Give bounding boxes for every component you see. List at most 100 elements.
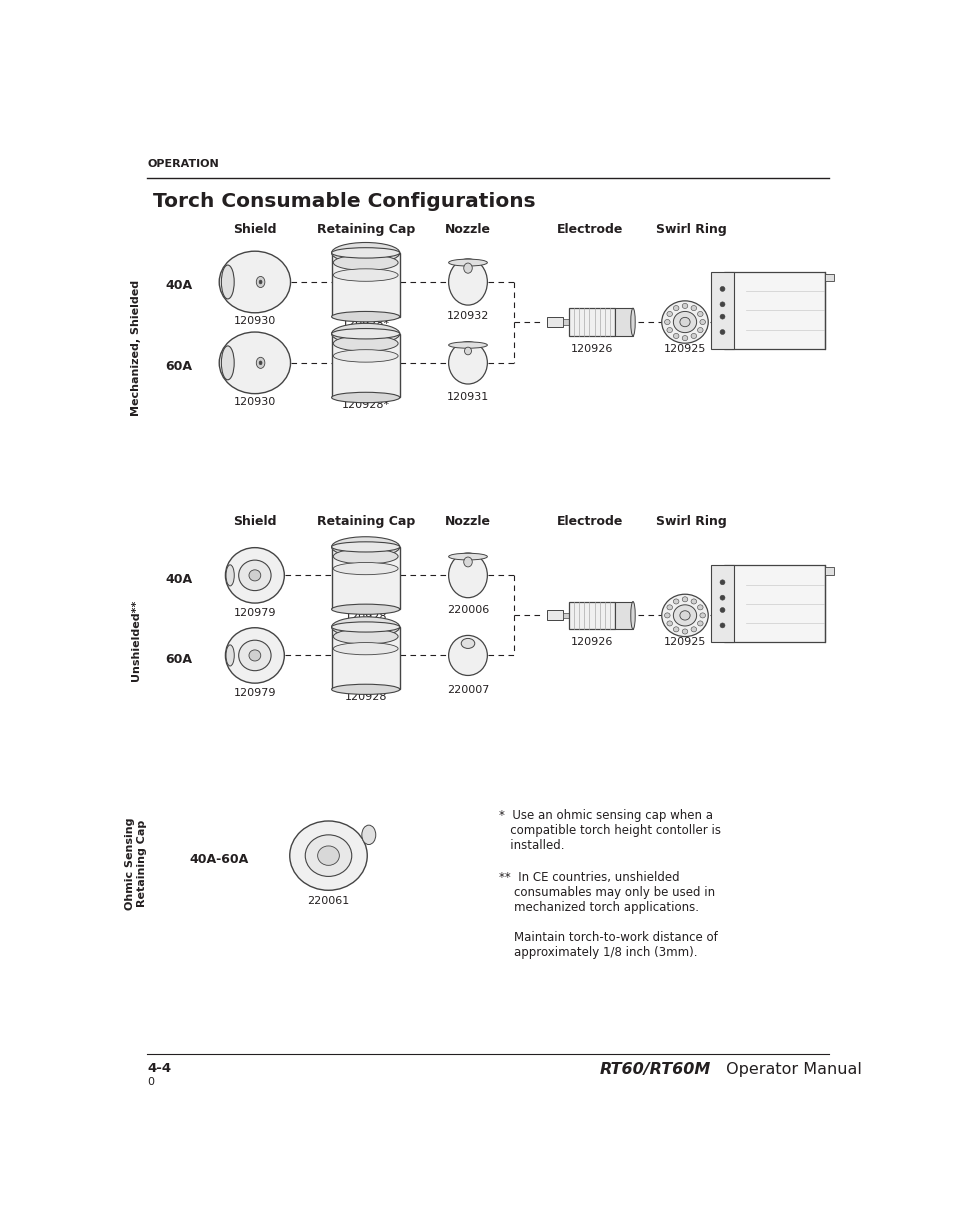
Text: 120926: 120926 [570, 344, 613, 353]
Text: 220007: 220007 [446, 685, 489, 694]
Text: Swirl Ring: Swirl Ring [655, 515, 726, 529]
Ellipse shape [333, 336, 397, 351]
Text: Shield: Shield [233, 515, 276, 529]
Ellipse shape [690, 334, 696, 339]
Bar [563, 612, 568, 618]
Ellipse shape [448, 636, 487, 675]
Ellipse shape [630, 601, 635, 629]
Ellipse shape [700, 612, 704, 618]
Ellipse shape [463, 263, 472, 274]
Ellipse shape [681, 596, 687, 602]
Ellipse shape [332, 324, 399, 344]
Ellipse shape [332, 542, 399, 552]
Ellipse shape [448, 553, 487, 560]
Text: Retaining Cap: Retaining Cap [316, 222, 415, 236]
Ellipse shape [333, 643, 397, 655]
Text: 120930: 120930 [233, 396, 275, 406]
Text: *  Use an ohmic sensing cap when a
   compatible torch height contoller is
   in: * Use an ohmic sensing cap when a compat… [498, 810, 720, 853]
Ellipse shape [720, 314, 724, 319]
Text: Unshielded**: Unshielded** [132, 599, 141, 681]
Text: 120931: 120931 [446, 393, 489, 402]
Ellipse shape [225, 628, 284, 683]
Text: 40A: 40A [166, 280, 193, 292]
Ellipse shape [673, 605, 696, 626]
Text: Electrode: Electrode [557, 222, 623, 236]
Bar [563, 319, 568, 325]
Bar [547, 317, 563, 328]
Ellipse shape [697, 621, 702, 626]
Ellipse shape [720, 607, 724, 612]
Text: 0: 0 [147, 1076, 154, 1087]
Ellipse shape [673, 627, 679, 632]
Ellipse shape [460, 638, 475, 648]
Ellipse shape [679, 611, 689, 620]
Ellipse shape [249, 569, 260, 580]
Ellipse shape [673, 334, 679, 339]
Ellipse shape [681, 303, 687, 308]
Ellipse shape [666, 312, 672, 317]
Ellipse shape [333, 562, 397, 574]
Ellipse shape [332, 685, 399, 694]
Bar [824, 567, 833, 574]
Text: 60A: 60A [166, 653, 193, 666]
Ellipse shape [448, 342, 487, 348]
Ellipse shape [666, 328, 672, 333]
Bar [723, 272, 824, 348]
Text: Swirl Ring: Swirl Ring [655, 222, 726, 236]
Text: 60A: 60A [166, 361, 193, 373]
Ellipse shape [219, 333, 291, 394]
Text: Torch Consumable Configurations: Torch Consumable Configurations [153, 191, 536, 211]
Ellipse shape [238, 640, 271, 671]
Ellipse shape [238, 560, 271, 590]
Bar [615, 601, 633, 629]
Text: 40A: 40A [166, 573, 193, 585]
Ellipse shape [448, 259, 487, 266]
Text: 120928*: 120928* [341, 400, 390, 410]
Bar [332, 547, 399, 610]
Text: 220061: 220061 [307, 896, 349, 906]
Text: 120930: 120930 [233, 315, 275, 326]
Ellipse shape [448, 259, 487, 306]
Bar [711, 272, 733, 348]
Text: **  In CE countries, unshielded
    consumables may only be used in
    mechaniz: ** In CE countries, unshielded consumabl… [498, 871, 717, 960]
Ellipse shape [673, 306, 679, 310]
Ellipse shape [332, 536, 399, 557]
Ellipse shape [332, 243, 399, 264]
Text: Shield: Shield [233, 222, 276, 236]
Ellipse shape [681, 335, 687, 341]
Ellipse shape [720, 286, 724, 291]
Ellipse shape [225, 547, 284, 604]
Ellipse shape [690, 599, 696, 604]
Ellipse shape [661, 594, 707, 637]
Text: 120979: 120979 [233, 688, 275, 698]
Ellipse shape [332, 617, 399, 637]
Ellipse shape [664, 612, 669, 618]
Ellipse shape [448, 553, 487, 598]
Ellipse shape [630, 308, 635, 336]
Ellipse shape [664, 319, 669, 325]
Text: 120932: 120932 [446, 312, 489, 321]
Text: 220006: 220006 [446, 605, 489, 615]
Text: RT60/RT60M: RT60/RT60M [599, 1063, 710, 1077]
Text: Electrode: Electrode [557, 515, 623, 529]
Ellipse shape [290, 821, 367, 891]
Ellipse shape [697, 312, 702, 317]
Bar [332, 253, 399, 317]
Ellipse shape [259, 361, 262, 364]
Bar [568, 308, 615, 336]
Text: Nozzle: Nozzle [444, 222, 491, 236]
Ellipse shape [661, 301, 707, 344]
Ellipse shape [219, 252, 291, 313]
Ellipse shape [332, 393, 399, 402]
Ellipse shape [681, 629, 687, 634]
Ellipse shape [720, 580, 724, 585]
Ellipse shape [332, 312, 399, 321]
Text: Retaining Cap: Retaining Cap [316, 515, 415, 529]
Ellipse shape [700, 319, 704, 325]
Ellipse shape [679, 318, 689, 326]
Ellipse shape [361, 825, 375, 844]
Ellipse shape [690, 627, 696, 632]
Bar [332, 627, 399, 690]
Bar [568, 601, 615, 629]
Ellipse shape [332, 248, 399, 258]
